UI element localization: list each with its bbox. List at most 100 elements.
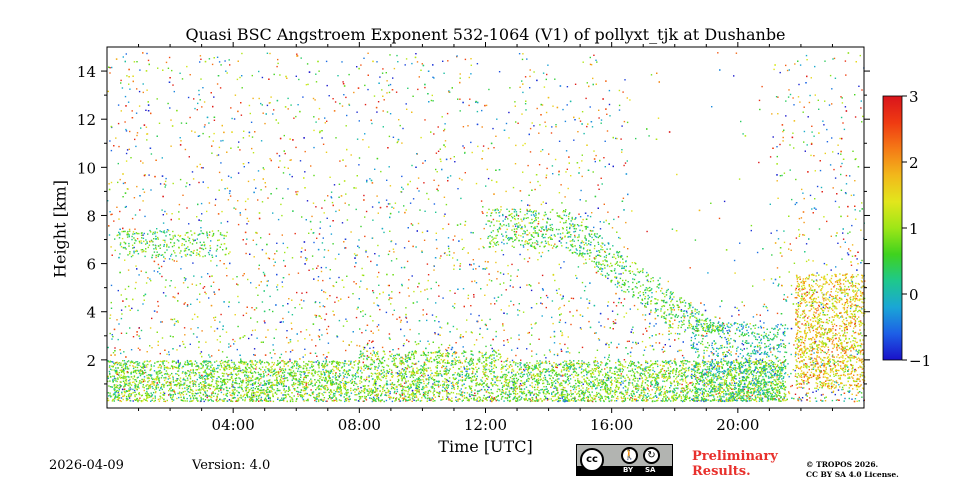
- data-point: [340, 298, 342, 300]
- data-point: [711, 374, 714, 376]
- data-point: [150, 153, 153, 155]
- data-point: [783, 332, 786, 334]
- data-point: [843, 400, 845, 402]
- data-point: [834, 77, 837, 79]
- data-point: [418, 391, 420, 394]
- data-point: [861, 308, 863, 310]
- data-point: [483, 227, 485, 230]
- data-point: [150, 364, 152, 366]
- data-point: [482, 150, 484, 152]
- data-point: [264, 275, 266, 277]
- data-point: [729, 370, 731, 372]
- data-point: [752, 393, 754, 395]
- data-point: [589, 63, 592, 66]
- data-point: [705, 369, 708, 371]
- data-point: [608, 163, 610, 165]
- data-point: [273, 73, 275, 76]
- data-point: [201, 355, 203, 358]
- data-point: [258, 97, 260, 100]
- data-point: [383, 231, 385, 234]
- data-point: [778, 398, 780, 400]
- data-point: [855, 158, 857, 160]
- data-point: [289, 339, 292, 341]
- data-point: [401, 394, 404, 396]
- data-point: [812, 260, 814, 262]
- data-point: [398, 211, 400, 213]
- data-point: [824, 100, 826, 102]
- data-point: [423, 352, 425, 355]
- data-point: [219, 341, 221, 343]
- data-point: [163, 260, 165, 262]
- data-point: [236, 276, 238, 278]
- data-point: [518, 338, 520, 341]
- data-point: [617, 216, 620, 218]
- data-point: [117, 104, 120, 106]
- data-point: [426, 400, 428, 402]
- data-point: [299, 110, 301, 113]
- data-point: [253, 179, 255, 181]
- data-point: [520, 359, 522, 361]
- data-point: [365, 329, 367, 332]
- data-point: [693, 360, 695, 362]
- data-point: [471, 332, 473, 334]
- data-point: [191, 318, 194, 320]
- data-point: [483, 247, 485, 249]
- data-point: [139, 397, 141, 399]
- data-point: [146, 139, 148, 141]
- data-point: [256, 232, 258, 234]
- data-point: [784, 372, 787, 374]
- data-point: [179, 178, 182, 181]
- data-point: [735, 353, 737, 355]
- data-point: [794, 203, 796, 206]
- data-point: [564, 343, 566, 346]
- data-point: [719, 69, 721, 71]
- data-point: [654, 317, 657, 320]
- data-point: [111, 338, 113, 340]
- data-point: [620, 373, 622, 375]
- data-point: [582, 61, 584, 63]
- data-point: [172, 182, 174, 185]
- data-point: [233, 396, 235, 399]
- data-point: [846, 319, 848, 322]
- data-point: [309, 380, 311, 382]
- data-point: [255, 231, 257, 234]
- data-point: [260, 140, 263, 142]
- data-point: [701, 375, 703, 378]
- data-point: [647, 392, 649, 395]
- data-point: [833, 57, 836, 60]
- data-point: [440, 358, 442, 361]
- data-point: [708, 383, 710, 385]
- data-point: [348, 344, 350, 346]
- data-point: [389, 338, 391, 340]
- data-point: [250, 334, 253, 336]
- data-point: [739, 397, 741, 400]
- data-point: [466, 319, 468, 321]
- data-point: [463, 368, 466, 370]
- data-point: [123, 388, 126, 390]
- data-point: [117, 289, 119, 292]
- data-point: [164, 186, 166, 188]
- data-point: [578, 167, 581, 169]
- data-point: [680, 391, 682, 393]
- data-point: [258, 268, 260, 270]
- data-point: [246, 374, 248, 377]
- data-point: [478, 314, 480, 317]
- data-point: [445, 386, 448, 388]
- data-point: [626, 121, 629, 124]
- data-point: [228, 343, 230, 345]
- data-point: [123, 351, 125, 353]
- data-point: [200, 58, 202, 60]
- data-point: [310, 228, 312, 231]
- data-point: [321, 130, 323, 132]
- data-point: [173, 318, 176, 320]
- data-point: [258, 264, 260, 266]
- data-point: [162, 214, 164, 216]
- data-point: [487, 261, 489, 263]
- data-point: [725, 249, 728, 251]
- data-point: [816, 272, 818, 274]
- data-point: [555, 126, 557, 128]
- data-point: [125, 128, 127, 131]
- data-point: [396, 318, 398, 320]
- data-point: [259, 384, 261, 386]
- data-point: [848, 376, 851, 378]
